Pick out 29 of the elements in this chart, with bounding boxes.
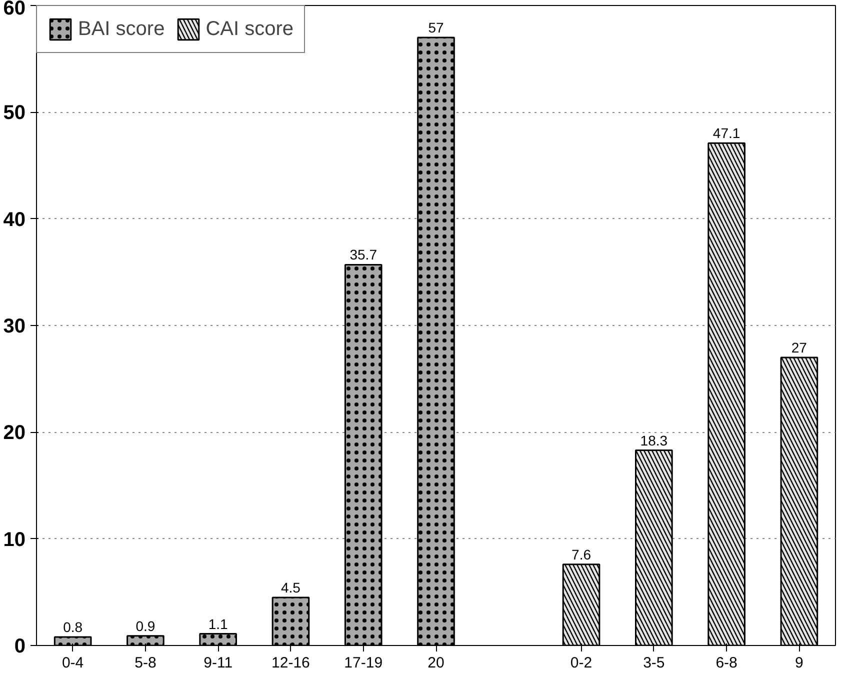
y-tick-label: 10 [3,528,26,551]
x-tick-label: 0-4 [62,654,84,672]
x-tick-label: 3-5 [643,654,665,672]
data-label: 35.7 [350,246,378,263]
legend-label: CAI score [206,18,294,40]
data-label: 1.1 [208,616,228,632]
x-tick-label: 6-8 [716,654,738,672]
y-tick-label: 30 [3,316,26,338]
data-label: 7.6 [572,546,592,562]
y-tick-label: 40 [3,208,26,231]
y-tick-label: 0 [14,636,26,658]
x-tick-label: 12-16 [272,654,310,672]
data-label: 18.3 [640,432,668,448]
data-label: 57 [428,20,444,36]
x-tick-label: 9-11 [204,654,233,672]
y-tick-label: 50 [3,102,26,124]
x-tick-label: 9 [795,654,804,672]
y-tick-label: 60 [3,0,26,20]
data-label: 0.9 [136,618,156,634]
data-label: 0.8 [63,618,83,635]
legend-label: BAI score [78,18,165,40]
data-label: 47.1 [712,125,740,142]
x-tick-label: 20 [428,654,444,672]
x-tick-label: 5-8 [134,654,156,672]
x-tick-label: 0-2 [570,654,592,672]
data-label: 27 [791,340,808,356]
x-tick-label: 17-19 [344,654,383,672]
data-label: 4.5 [280,580,301,596]
y-tick-label: 20 [3,422,26,444]
